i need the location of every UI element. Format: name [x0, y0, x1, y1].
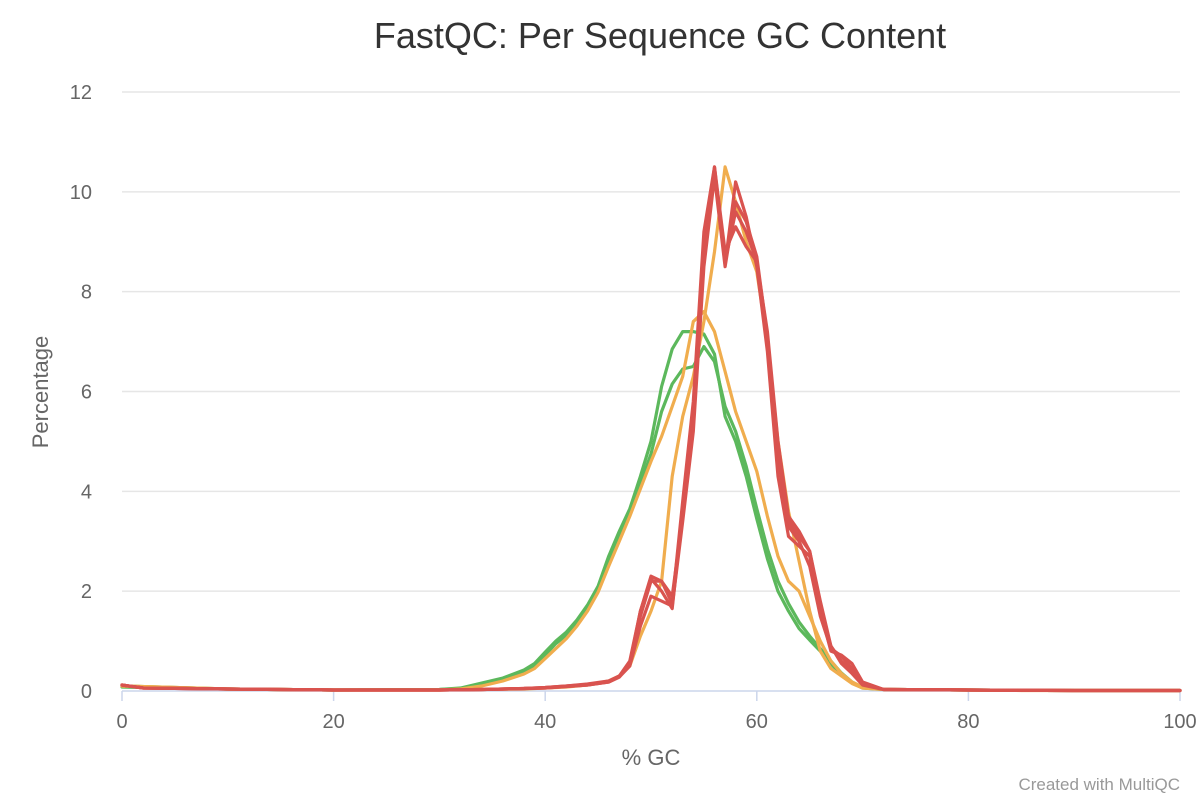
x-tick-label: 80 — [957, 711, 979, 733]
y-tick-label: 8 — [81, 282, 92, 304]
x-tick-label: 60 — [746, 711, 768, 733]
series-line-fail-8[interactable] — [120, 175, 1182, 693]
series-line-pass-2[interactable] — [120, 345, 1182, 693]
y-axis-label: Percentage — [28, 336, 53, 449]
credit-text[interactable]: Created with MultiQC — [1018, 775, 1180, 794]
x-tick-label: 20 — [322, 711, 344, 733]
y-tick-label: 2 — [81, 581, 92, 603]
series-line-warn-3[interactable] — [120, 310, 1182, 693]
y-tick-label: 10 — [70, 182, 92, 204]
series-line-pass-1[interactable] — [120, 330, 1182, 693]
x-tick-label: 100 — [1163, 711, 1196, 733]
series-lines — [120, 165, 1182, 693]
series-line-warn-4[interactable] — [120, 165, 1182, 693]
y-tick-label: 6 — [81, 382, 92, 404]
x-tick-label: 40 — [534, 711, 556, 733]
y-tick-label: 0 — [81, 681, 92, 703]
x-axis-label: % GC — [622, 745, 681, 770]
chart-title: FastQC: Per Sequence GC Content — [374, 15, 946, 56]
y-tick-label: 12 — [70, 82, 92, 104]
axes: 0 2 4 6 8 10 12 0 20 40 60 80 100 — [70, 82, 1197, 733]
x-tick-label: 0 — [116, 711, 127, 733]
y-tick-label: 4 — [81, 481, 92, 503]
grid-lines — [122, 91, 1180, 592]
